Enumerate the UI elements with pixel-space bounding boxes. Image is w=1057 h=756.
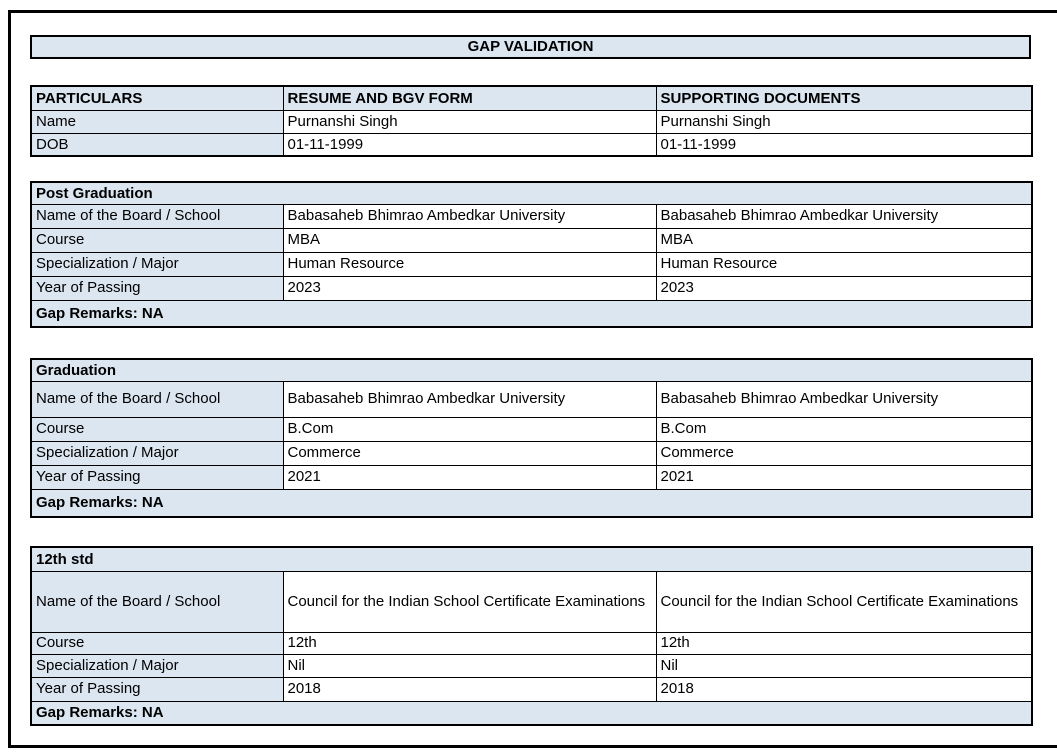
cell-resume-value: 2021 <box>282 464 657 490</box>
cell-label: Year of Passing <box>30 676 284 702</box>
cell-label: Name of the Board / School <box>30 380 284 418</box>
cell-label: Year of Passing <box>30 464 284 490</box>
section-title: 12th std <box>30 546 1033 572</box>
cell-supporting-value: Nil <box>655 653 1033 678</box>
header-cell-particulars: PARTICULARS <box>30 85 284 111</box>
cell-supporting-value: B.Com <box>655 416 1033 442</box>
cell-resume-value: Council for the Indian School Certificat… <box>282 570 657 633</box>
table-row: Year of Passing 2021 2021 <box>30 464 1033 490</box>
cell-resume-value: Babasaheb Bhimrao Ambedkar University <box>282 380 657 418</box>
table-row: Year of Passing 2023 2023 <box>30 275 1033 301</box>
cell-resume-value: 2018 <box>282 676 657 702</box>
particulars-table: PARTICULARS RESUME AND BGV FORM SUPPORTI… <box>30 85 1033 157</box>
cell-resume-value: 2023 <box>282 275 657 301</box>
section-title-row: Post Graduation <box>30 181 1033 205</box>
table-header-row: PARTICULARS RESUME AND BGV FORM SUPPORTI… <box>30 85 1033 111</box>
cell-label: Name of the Board / School <box>30 570 284 633</box>
table-row: Course B.Com B.Com <box>30 416 1033 442</box>
section-title: Graduation <box>30 358 1033 382</box>
cell-resume-value: 01-11-1999 <box>282 132 657 157</box>
section-title-row: Graduation <box>30 358 1033 382</box>
cell-supporting-value: 2021 <box>655 464 1033 490</box>
cell-resume-value: B.Com <box>282 416 657 442</box>
cell-supporting-value: 12th <box>655 631 1033 655</box>
table-row: Specialization / Major Human Resource Hu… <box>30 251 1033 277</box>
table-row: Name of the Board / School Babasaheb Bhi… <box>30 380 1033 418</box>
cell-label: Specialization / Major <box>30 251 284 277</box>
cell-supporting-value: Purnanshi Singh <box>655 109 1033 134</box>
cell-supporting-value: Commerce <box>655 440 1033 466</box>
cell-supporting-value: Babasaheb Bhimrao Ambedkar University <box>655 203 1033 229</box>
table-row: Name of the Board / School Council for t… <box>30 570 1033 633</box>
cell-label: Specialization / Major <box>30 440 284 466</box>
cell-label: Year of Passing <box>30 275 284 301</box>
table-row: Specialization / Major Nil Nil <box>30 653 1033 678</box>
cell-label: DOB <box>30 132 284 157</box>
table-row: Name of the Board / School Babasaheb Bhi… <box>30 203 1033 229</box>
cell-supporting-value: 2023 <box>655 275 1033 301</box>
table-row: DOB 01-11-1999 01-11-1999 <box>30 132 1033 157</box>
cell-label: Course <box>30 416 284 442</box>
section-table-post-graduation: Post Graduation Name of the Board / Scho… <box>30 181 1034 328</box>
cell-supporting-value: Council for the Indian School Certificat… <box>655 570 1033 633</box>
page-border-frame <box>8 10 1057 748</box>
gap-remarks: Gap Remarks: NA <box>30 299 1033 328</box>
cell-resume-value: 12th <box>282 631 657 655</box>
cell-supporting-value: 2018 <box>655 676 1033 702</box>
gap-remarks-row: Gap Remarks: NA <box>30 488 1033 518</box>
cell-supporting-value: MBA <box>655 227 1033 253</box>
table-row: Name Purnanshi Singh Purnanshi Singh <box>30 109 1033 134</box>
header-cell-resume-bgv-form: RESUME AND BGV FORM <box>282 85 657 111</box>
cell-supporting-value: 01-11-1999 <box>655 132 1033 157</box>
cell-label: Specialization / Major <box>30 653 284 678</box>
gap-remarks: Gap Remarks: NA <box>30 700 1033 726</box>
cell-label: Name of the Board / School <box>30 203 284 229</box>
cell-resume-value: Human Resource <box>282 251 657 277</box>
section-title-row: 12th std <box>30 546 1033 572</box>
cell-label: Name <box>30 109 284 134</box>
cell-resume-value: Purnanshi Singh <box>282 109 657 134</box>
page-title: GAP VALIDATION <box>467 38 594 55</box>
table-row: Course MBA MBA <box>30 227 1033 253</box>
cell-resume-value: MBA <box>282 227 657 253</box>
section-table-12th-std: 12th std Name of the Board / School Coun… <box>30 546 1034 726</box>
cell-resume-value: Commerce <box>282 440 657 466</box>
cell-label: Course <box>30 631 284 655</box>
cell-resume-value: Nil <box>282 653 657 678</box>
section-title: Post Graduation <box>30 181 1033 205</box>
gap-remarks: Gap Remarks: NA <box>30 488 1033 518</box>
cell-resume-value: Babasaheb Bhimrao Ambedkar University <box>282 203 657 229</box>
table-row: Year of Passing 2018 2018 <box>30 676 1033 702</box>
cell-supporting-value: Human Resource <box>655 251 1033 277</box>
gap-remarks-row: Gap Remarks: NA <box>30 700 1033 726</box>
cell-supporting-value: Babasaheb Bhimrao Ambedkar University <box>655 380 1033 418</box>
table-row: Specialization / Major Commerce Commerce <box>30 440 1033 466</box>
gap-remarks-row: Gap Remarks: NA <box>30 299 1033 328</box>
title-banner: GAP VALIDATION <box>30 35 1031 59</box>
header-cell-supporting-documents: SUPPORTING DOCUMENTS <box>655 85 1033 111</box>
cell-label: Course <box>30 227 284 253</box>
section-table-graduation: Graduation Name of the Board / School Ba… <box>30 358 1034 518</box>
table-row: Course 12th 12th <box>30 631 1033 655</box>
